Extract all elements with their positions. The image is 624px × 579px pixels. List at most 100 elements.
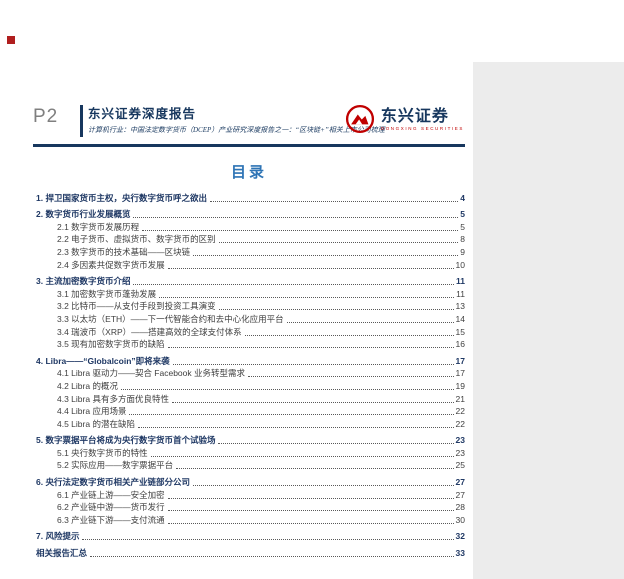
toc-entry-page-number: 15 [455, 326, 465, 337]
toc-entry-page-number: 33 [455, 548, 465, 559]
toc-dot-leader [192, 485, 454, 487]
toc-dot-leader [142, 229, 459, 231]
toc-entry-label: 6.3 产业链下游——支付流通 [57, 514, 165, 525]
toc-entry[interactable]: 相关报告汇总 33 [36, 546, 465, 559]
toc-entry[interactable]: 1. 捍卫国家货币主权，央行数字货币呼之欲出 4 [36, 191, 465, 204]
toc-entry-label: 3.3 以太坊（ETH）——下一代智能合约和去中心化应用平台 [57, 313, 284, 324]
toc-entry[interactable]: 3.1 加密数字货币蓬勃发展 11 [36, 287, 465, 300]
toc-dot-leader [90, 556, 454, 558]
toc-entry-page-number: 8 [460, 234, 465, 245]
toc-entry-page-number: 11 [456, 276, 465, 287]
toc-dot-leader [82, 539, 454, 541]
toc-entry[interactable]: 4.1 Libra 驱动力——契合 Facebook 业务转型需求 17 [36, 367, 465, 380]
toc-entry[interactable]: 5.2 实际应用——数字票据平台 25 [36, 459, 465, 472]
toc-entry[interactable]: 2. 数字货币行业发展概览 5 [36, 208, 465, 221]
toc-dot-leader [150, 455, 454, 457]
red-marker-square [7, 36, 15, 44]
toc-entry[interactable]: 5.1 央行数字货币的特性 23 [36, 446, 465, 459]
toc-entry[interactable]: 6. 央行法定数字货币相关产业链部分公司 27 [36, 475, 465, 488]
toc-entry-page-number: 27 [455, 477, 465, 488]
toc-heading: 目录 [230, 164, 267, 181]
dongxing-logo: 东兴证券 DONGXING SECURITIES [344, 103, 464, 135]
toc-dot-leader [218, 242, 459, 244]
page-number-label: P2 [33, 106, 59, 127]
toc-entry-page-number: 27 [455, 489, 465, 500]
toc-entry[interactable]: 4.4 Libra 应用场景 22 [36, 405, 465, 418]
toc-dot-leader [159, 296, 455, 298]
toc-entry[interactable]: 4.2 Libra 的概况 19 [36, 379, 465, 392]
logo-name-en: DONGXING SECURITIES [380, 125, 464, 131]
toc-entry-page-number: 30 [455, 514, 465, 525]
toc-entry[interactable]: 2.3 数字货币的技术基础——区块链 9 [36, 245, 465, 258]
toc-dot-leader [176, 468, 454, 470]
page-header: P2 东兴证券深度报告 计算机行业：中国法定数字货币（DCEP）产业研究深度报告… [33, 103, 465, 141]
toc-dot-leader [167, 497, 454, 499]
toc-entry-label: 1. 捍卫国家货币主权，央行数字货币呼之欲出 [36, 192, 207, 203]
toc-entry-page-number: 5 [460, 209, 465, 220]
toc-entry[interactable]: 2.2 电子货币、虚拟货币、数字货币的区别 8 [36, 233, 465, 246]
toc-entry[interactable]: 3.4 瑞波币（XRP）——搭建高效的全球支付体系 15 [36, 325, 465, 338]
header-divider-bar [80, 105, 83, 137]
toc-entry-label: 6.2 产业链中游——货币发行 [57, 502, 165, 513]
toc-entry-page-number: 23 [455, 447, 465, 458]
toc-entry-label: 7. 风险提示 [36, 531, 80, 542]
toc-dot-leader [167, 510, 454, 512]
toc-entry-label: 4.5 Libra 的潜在缺陷 [57, 418, 135, 429]
report-type-title: 东兴证券深度报告 [88, 107, 197, 121]
toc-entry-label: 3.1 加密数字货币蓬勃发展 [57, 288, 157, 299]
toc-dot-leader [218, 309, 454, 311]
toc-entry-page-number: 17 [455, 355, 465, 366]
toc-entry[interactable]: 3.5 现有加密数字货币的缺陷 16 [36, 338, 465, 351]
toc-entry-label: 6.1 产业链上游——安全加密 [57, 489, 165, 500]
toc-dot-leader [244, 334, 454, 336]
toc-entry[interactable]: 4.5 Libra 的潜在缺陷 22 [36, 417, 465, 430]
toc-entry-label: 4. Libra——“Globalcoin”即将来袭 [36, 355, 170, 366]
toc-entry-label: 2.2 电子货币、虚拟货币、数字货币的区别 [57, 234, 216, 245]
toc-dot-leader [167, 347, 454, 349]
toc-list: 1. 捍卫国家货币主权，央行数字货币呼之欲出 4 2. 数字货币行业发展概览 5 2.1… [36, 191, 465, 559]
toc-entry-label: 5. 数字票据平台将成为央行数字货币首个试验场 [36, 435, 216, 446]
toc-dot-leader [193, 254, 459, 256]
toc-entry-label: 2. 数字货币行业发展概览 [36, 209, 131, 220]
toc-entry[interactable]: 7. 风险提示 32 [36, 530, 465, 543]
toc-entry-label: 5.2 实际应用——数字票据平台 [57, 460, 174, 471]
dongxing-logo-icon [345, 104, 374, 134]
toc-dot-leader [286, 321, 454, 323]
toc-dot-leader [167, 522, 454, 524]
toc-entry-page-number: 28 [455, 502, 465, 513]
toc-dot-leader [133, 284, 454, 286]
toc-entry-page-number: 32 [455, 531, 465, 542]
toc-entry[interactable]: 6.1 产业链上游——安全加密 27 [36, 488, 465, 501]
toc-entry-label: 2.4 多因素共促数字货币发展 [57, 259, 165, 270]
toc-entry-page-number: 10 [455, 259, 465, 270]
viewer-side-panel [473, 62, 624, 579]
toc-entry-page-number: 17 [455, 368, 465, 379]
toc-entry[interactable]: 4.3 Libra 具有多方面优良特性 21 [36, 392, 465, 405]
toc-dot-leader [218, 443, 454, 445]
toc-entry[interactable]: 3.2 比特币——从支付手段到投资工具演变 13 [36, 300, 465, 313]
toc-entry-label: 4.1 Libra 驱动力——契合 Facebook 业务转型需求 [57, 368, 245, 379]
toc-entry[interactable]: 5. 数字票据平台将成为央行数字货币首个试验场 23 [36, 434, 465, 447]
toc-entry[interactable]: 2.1 数字货币发展历程 5 [36, 220, 465, 233]
toc-entry-label: 5.1 央行数字货币的特性 [57, 447, 148, 458]
logo-name-cn: 东兴证券 [380, 107, 449, 125]
toc-entry-page-number: 5 [460, 221, 465, 232]
toc-dot-leader [167, 267, 454, 269]
toc-entry-label: 4.3 Libra 具有多方面优良特性 [57, 393, 169, 404]
toc-dot-leader [248, 376, 454, 378]
toc-dot-leader [171, 401, 454, 403]
report-subtitle: 计算机行业：中国法定数字货币（DCEP）产业研究深度报告之一：“区块链+”相关上… [88, 126, 385, 134]
toc-entry[interactable]: 3. 主流加密数字货币介绍 11 [36, 275, 465, 288]
toc-entry[interactable]: 4. Libra——“Globalcoin”即将来袭 17 [36, 354, 465, 367]
toc-entry[interactable]: 6.2 产业链中游——货币发行 28 [36, 501, 465, 514]
toc-entry-label: 2.1 数字货币发展历程 [57, 221, 140, 232]
header-text-block: 东兴证券深度报告 计算机行业：中国法定数字货币（DCEP）产业研究深度报告之一：… [88, 103, 388, 135]
toc-entry-page-number: 11 [456, 288, 465, 299]
toc-entry[interactable]: 2.4 多因素共促数字货币发展 10 [36, 258, 465, 271]
toc-entry-page-number: 9 [460, 246, 465, 257]
toc-entry[interactable]: 3.3 以太坊（ETH）——下一代智能合约和去中心化应用平台 14 [36, 312, 465, 325]
toc-entry[interactable]: 6.3 产业链下游——支付流通 30 [36, 513, 465, 526]
toc-dot-leader [172, 363, 454, 365]
toc-entry-label: 2.3 数字货币的技术基础——区块链 [57, 246, 191, 257]
